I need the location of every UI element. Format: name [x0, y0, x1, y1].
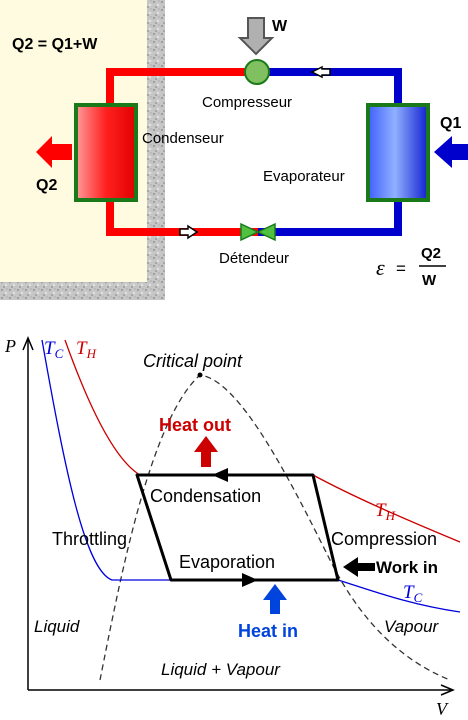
expansion-valve-icon: [240, 222, 260, 242]
y-axis-label: P: [4, 336, 16, 356]
cop-denominator: W: [422, 272, 437, 289]
compression-label: Compression: [331, 529, 437, 549]
critical-point-marker: [197, 372, 203, 378]
cop-symbol: ε: [376, 255, 385, 280]
evaporation-arrow-icon: [242, 573, 258, 587]
critical-point-label: Critical point: [143, 351, 243, 371]
heat-out-arrow-icon: [194, 436, 218, 467]
saturation-dome: [99, 374, 451, 681]
work-arrow-icon: [237, 17, 275, 56]
cycle-path: [135, 473, 340, 582]
heat-in-arrow-icon: [263, 584, 287, 614]
cop-formula: ε = Q2 W: [376, 245, 446, 289]
work-in-label: Work in: [376, 558, 438, 577]
evaporation-label: Evaporation: [179, 552, 275, 572]
throttling-label: Throttling: [52, 529, 127, 549]
compressor-label: Compresseur: [202, 94, 292, 111]
flow-arrow-right-icon: [179, 224, 199, 240]
cop-equals: =: [396, 259, 406, 278]
flow-arrow-left-icon: [310, 65, 331, 79]
work-in-arrow-icon: [343, 557, 375, 577]
compressor: [244, 59, 270, 85]
pv-diagram: P V Heat out Heat in Work in Critical po…: [4, 336, 461, 719]
liquid-region-label: Liquid: [34, 617, 80, 636]
heat-out-label: Q2: [36, 177, 57, 194]
cold-isotherm: [41, 339, 461, 613]
th-label-top: TH: [76, 338, 97, 361]
condensation-arrow-icon: [212, 468, 228, 482]
condensation-label: Condensation: [150, 486, 261, 506]
heat-in-arrow-icon: [434, 136, 468, 168]
cop-numerator: Q2: [421, 245, 441, 262]
heat-out-arrow-icon: [36, 136, 72, 168]
evaporator-label: Evaporateur: [263, 168, 345, 185]
mixture-region-label: Liquid + Vapour: [161, 660, 281, 679]
work-label: W: [272, 18, 288, 35]
energy-balance: Q2 = Q1+W: [12, 36, 98, 53]
hot-isotherm: [64, 339, 461, 543]
heat-in-label: Heat in: [238, 621, 298, 641]
heat-in-label: Q1: [440, 115, 461, 132]
expansion-valve-label: Détendeur: [219, 250, 289, 267]
tc-label-top: TC: [44, 338, 64, 361]
evaporator: [366, 103, 430, 202]
vapour-region-label: Vapour: [384, 617, 440, 636]
refrigeration-cycle: Q2 = Q1+W W Compresseur Condenseur Q2 Ev…: [0, 0, 468, 300]
condenser: [74, 103, 138, 202]
heat-out-label: Heat out: [159, 415, 231, 435]
tc-label-right: TC: [403, 582, 423, 605]
x-axis-label: V: [436, 699, 449, 719]
condenser-label: Condenseur: [142, 130, 224, 147]
th-label-right: TH: [375, 500, 396, 523]
